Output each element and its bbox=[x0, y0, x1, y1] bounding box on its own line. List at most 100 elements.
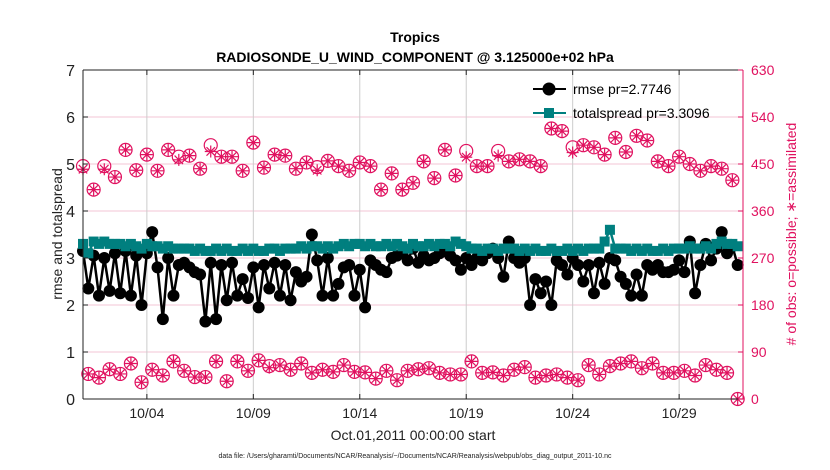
rmse-point bbox=[284, 294, 297, 307]
obs-assimilated-point bbox=[247, 136, 260, 149]
totalspread-point bbox=[221, 243, 232, 254]
obs-possible-point bbox=[294, 356, 309, 371]
y-tick-label: 3 bbox=[66, 251, 75, 268]
obs-possible-point bbox=[576, 138, 591, 153]
totalspread-point bbox=[413, 241, 424, 252]
totalspread-point bbox=[163, 241, 174, 252]
obs-assimilated-point bbox=[508, 363, 521, 376]
rmse-point bbox=[454, 263, 467, 276]
totalspread-point bbox=[620, 243, 631, 254]
obs-assimilated-point bbox=[162, 143, 175, 156]
totalspread-point bbox=[365, 238, 376, 249]
obs-possible-point bbox=[395, 182, 410, 197]
obs-assimilated-point bbox=[279, 149, 292, 162]
totalspread-point bbox=[109, 238, 120, 249]
obs-assimilated-point bbox=[603, 360, 616, 373]
obs-possible-point bbox=[208, 354, 224, 369]
totalspread-point bbox=[631, 243, 642, 254]
totalspread-point bbox=[189, 245, 200, 256]
x-tick-label: 10/04 bbox=[129, 405, 164, 421]
obs-possible-point bbox=[113, 366, 128, 382]
totalspread-point bbox=[530, 243, 541, 254]
totalspread-point bbox=[695, 243, 706, 254]
obs-assimilated-point bbox=[518, 361, 531, 374]
obs-possible-point bbox=[661, 158, 676, 174]
totalspread-point bbox=[93, 238, 104, 249]
totalspread-point bbox=[503, 243, 514, 254]
grid bbox=[83, 70, 743, 399]
obs-assimilated-point bbox=[678, 364, 691, 377]
legend-rmse-label: rmse pr=2.7746 bbox=[573, 81, 672, 97]
rmse-point bbox=[135, 299, 148, 311]
totalspread-point bbox=[514, 245, 525, 256]
rmse-point bbox=[689, 287, 702, 300]
obs-assimilated-point bbox=[231, 355, 244, 368]
rmse-point bbox=[343, 259, 356, 272]
rmse-point bbox=[598, 277, 611, 290]
obs-assimilated-point bbox=[172, 153, 185, 166]
y-axis-label: rmse and totalspread bbox=[49, 168, 65, 300]
y-tick-label: 6 bbox=[66, 110, 75, 127]
obs-assimilated-point bbox=[226, 150, 239, 163]
obs-assimilated-point bbox=[641, 134, 654, 147]
totalspread-point bbox=[349, 238, 360, 249]
rmse-point bbox=[497, 270, 510, 283]
axes: 10/04 10/09 10/14 10/19 10/24 10/29 0 1 2 3 4 5 6 7 0 9… bbox=[66, 62, 774, 421]
obs-possible-point bbox=[613, 356, 628, 371]
obs-assimilated-point bbox=[242, 364, 254, 377]
obs-assimilated-point bbox=[721, 366, 734, 379]
rmse-point bbox=[332, 277, 345, 290]
obs-possible-point bbox=[544, 121, 559, 136]
obs-assimilated-point bbox=[460, 151, 473, 164]
obs-assimilated-point bbox=[646, 357, 659, 370]
totalspread-point bbox=[285, 243, 296, 254]
obs-possible-point bbox=[570, 373, 586, 388]
totalspread-point bbox=[168, 243, 179, 254]
obs-possible-point bbox=[278, 148, 293, 163]
totalspread-point bbox=[290, 243, 301, 254]
totalspread-point bbox=[732, 241, 743, 252]
totalspread-point bbox=[370, 241, 381, 252]
obs-possible-point bbox=[608, 130, 623, 145]
totalspread-point bbox=[408, 238, 418, 249]
totalspread-point bbox=[274, 245, 285, 256]
rmse-point bbox=[327, 289, 340, 302]
y-right-tick-label: 540 bbox=[751, 109, 775, 125]
totalspread-point bbox=[258, 245, 269, 256]
rmse-point bbox=[694, 259, 707, 272]
obs-possible-point bbox=[139, 147, 154, 162]
rmse-point bbox=[731, 259, 744, 272]
x-tick-label: 10/14 bbox=[342, 405, 377, 421]
obs-assimilated-point bbox=[311, 164, 324, 177]
obs-possible-point bbox=[219, 374, 234, 389]
rmse-point bbox=[82, 282, 95, 295]
rmse-point bbox=[215, 259, 228, 272]
obs-possible-point bbox=[107, 169, 123, 185]
totalspread-point bbox=[157, 243, 168, 254]
rmse-point bbox=[98, 252, 111, 264]
obs-assimilated-point bbox=[556, 125, 569, 138]
totalspread-point bbox=[429, 241, 440, 252]
obs-assimilated-point bbox=[577, 139, 590, 152]
obs-possible-point bbox=[315, 362, 330, 377]
totalspread-point bbox=[173, 243, 184, 254]
obs-possible-point bbox=[560, 370, 575, 385]
obs-assimilated-point bbox=[183, 149, 196, 162]
obs-assimilated-point bbox=[630, 129, 643, 142]
obs-possible-point bbox=[166, 354, 181, 369]
legend: rmse pr=2.7746 totalspread pr=3.3096 bbox=[533, 81, 710, 121]
obs-assimilated-point bbox=[119, 143, 132, 156]
obs-assimilated-point bbox=[465, 355, 478, 368]
totalspread-point bbox=[418, 241, 429, 252]
obs-assimilated-point bbox=[300, 156, 313, 169]
totalspread-point bbox=[200, 245, 211, 256]
x-axis-label: Oct.01,2011 00:00:00 start bbox=[331, 427, 496, 443]
rmse-point bbox=[678, 266, 691, 279]
obs-assimilated-point bbox=[268, 148, 281, 161]
obs-possible-point bbox=[235, 163, 250, 178]
obs-possible-point bbox=[155, 368, 170, 383]
obs-assimilated-point bbox=[502, 155, 515, 168]
obs-assimilated-point bbox=[470, 160, 483, 173]
obs-possible-point bbox=[304, 365, 319, 380]
obs-assimilated-point bbox=[188, 371, 201, 384]
